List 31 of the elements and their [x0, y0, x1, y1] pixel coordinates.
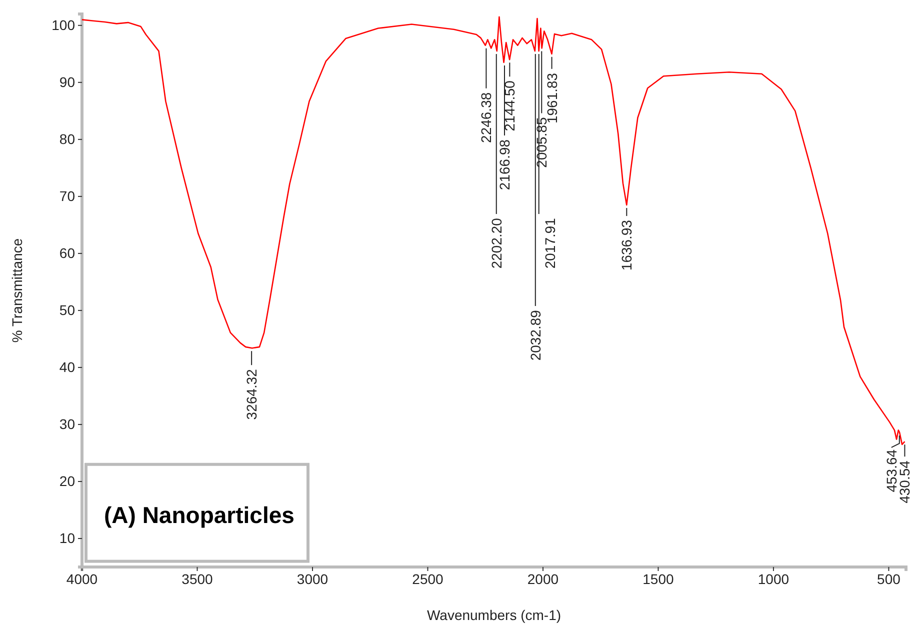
y-tick-label: 60: [59, 244, 76, 261]
annotation: 2032.89: [527, 310, 544, 361]
y-tick-label: 80: [59, 130, 76, 147]
y-tick-label: 50: [59, 302, 76, 318]
y-axis-title: % Transmittance: [9, 238, 25, 343]
x-tick-label: 500: [877, 570, 901, 587]
text: (A) Nanoparticles: [104, 502, 294, 528]
x-axis-title: Wavenumbers (cm-1): [426, 607, 562, 623]
x-tick-label: 2500: [412, 570, 444, 587]
annotation: 453.64: [883, 449, 900, 492]
y-tick-label: 100: [52, 16, 76, 33]
annotation: 2017.91: [542, 218, 558, 269]
y-tick-label: 40: [59, 358, 76, 375]
x-tick-label: 3000: [296, 570, 328, 587]
annotation: 2144.50: [502, 80, 518, 132]
x-tick-label: 1500: [642, 570, 674, 587]
annotation: 2246.38: [478, 92, 494, 143]
x-tick-label: 2000: [527, 570, 559, 587]
annotation: 430.54: [896, 460, 913, 504]
annotation: 1636.93: [618, 220, 635, 271]
annotation: 2166.98: [496, 139, 512, 190]
y-tick-label: 10: [59, 530, 76, 546]
y-tick-label: 20: [59, 472, 76, 489]
y-tick-label: 30: [59, 416, 76, 432]
x-tick-label: 4000: [66, 570, 98, 587]
x-tick-label: 1000: [758, 570, 790, 587]
y-tick-label: 90: [59, 74, 76, 90]
annotation: 2202.20: [488, 218, 504, 269]
y-tick-label: 70: [59, 188, 76, 204]
x-tick-label: 3500: [182, 570, 214, 587]
annotation: 3264.32: [244, 368, 260, 420]
